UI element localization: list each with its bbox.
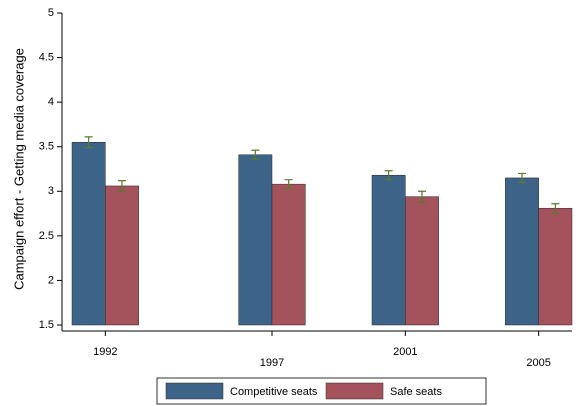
y-tick-label: 4 bbox=[48, 96, 54, 108]
error-bar bbox=[284, 179, 293, 190]
bar bbox=[538, 207, 573, 326]
y-tick-label: 3 bbox=[48, 185, 54, 197]
y-tick-label: 3.5 bbox=[39, 141, 54, 153]
y-tick-label: 4.5 bbox=[39, 51, 54, 63]
y-axis-label: Campaign effort - Getting media coverage bbox=[11, 48, 26, 290]
legend-swatch bbox=[165, 382, 224, 400]
error-bar bbox=[551, 203, 560, 214]
error-bar bbox=[84, 136, 93, 149]
error-bar bbox=[251, 149, 260, 160]
x-tick-label: 2005 bbox=[526, 357, 550, 369]
error-bar bbox=[518, 172, 526, 183]
error-bar bbox=[384, 170, 393, 181]
bar bbox=[271, 183, 306, 326]
y-tick-label: 1.5 bbox=[39, 319, 54, 331]
y-tick-label: 2 bbox=[48, 274, 54, 286]
bar bbox=[71, 142, 106, 326]
bar bbox=[238, 154, 273, 326]
error-bar bbox=[118, 179, 126, 192]
x-tick-label: 1997 bbox=[260, 357, 284, 369]
legend-swatch bbox=[325, 382, 384, 400]
legend-label: Competitive seats bbox=[230, 386, 318, 398]
y-tick-label: 2.5 bbox=[39, 230, 54, 242]
bar bbox=[105, 185, 139, 326]
error-bar bbox=[418, 190, 426, 203]
y-tick-label: 5 bbox=[48, 7, 54, 19]
x-tick-label: 1992 bbox=[93, 346, 117, 358]
legend-label: Safe seats bbox=[390, 386, 442, 398]
x-tick-label: 2001 bbox=[393, 346, 417, 358]
bar bbox=[505, 177, 539, 326]
bar bbox=[371, 174, 406, 326]
bar bbox=[405, 196, 439, 326]
